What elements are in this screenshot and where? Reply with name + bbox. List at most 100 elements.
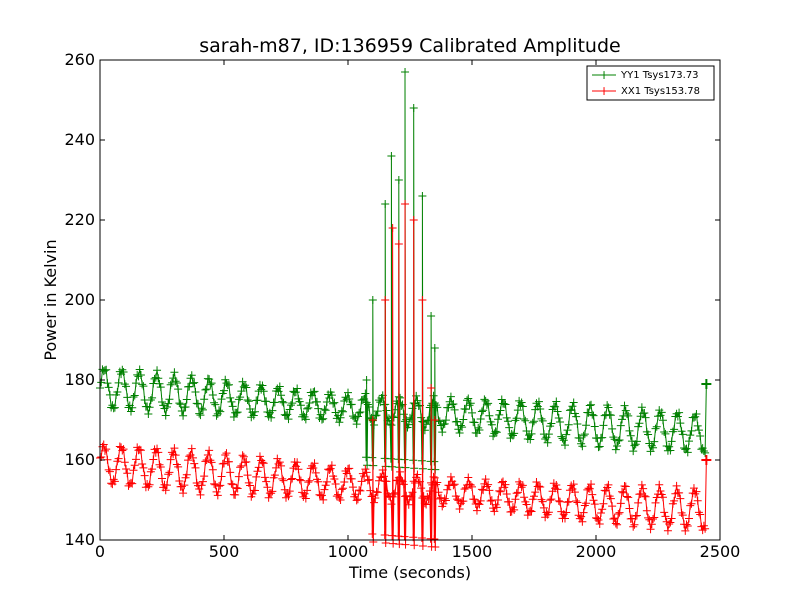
data-point [417,484,426,493]
data-point [387,152,396,160]
data-point [370,421,379,430]
data-point [629,447,638,456]
data-point [357,477,366,486]
data-point [620,401,629,410]
data-point [259,387,268,396]
data-point [520,414,529,423]
data-point [391,488,400,497]
data-point [429,472,438,481]
data-point [661,429,670,438]
data-point [568,402,577,411]
data-point [363,476,372,485]
legend-marker-xx1: + [599,84,609,98]
data-point [336,413,345,422]
data-point [179,489,188,498]
data-point [316,410,325,419]
data-point [205,446,214,455]
data-point [304,403,313,412]
data-point [696,431,705,440]
data-point [556,417,565,426]
data-point [501,480,510,489]
data-point [301,494,310,503]
data-point [526,435,535,444]
data-point [481,475,490,484]
data-point [407,492,416,501]
data-point [526,506,535,515]
data-point [556,497,565,506]
data-point [536,482,545,491]
data-point [396,393,405,402]
data-point [288,399,297,408]
data-point [293,384,302,393]
data-point [286,401,295,410]
data-point [418,494,427,503]
data-point [179,411,188,420]
data-point [144,410,153,419]
data-point [263,483,272,492]
data-point [207,458,216,467]
data-point [227,479,236,488]
data-point [500,399,509,408]
data-point [285,487,294,496]
data-point [573,419,582,428]
data-point [135,365,144,374]
data-point [305,476,314,485]
data-point [262,477,271,486]
data-point [206,380,215,389]
data-point [530,417,538,426]
data-point [299,410,308,419]
data-point [494,496,503,505]
data-point [309,463,318,472]
data-point [518,402,527,411]
data-point [615,436,624,445]
x-tick-label: 2500 [700,542,741,561]
data-point [330,398,339,407]
data-point [606,411,615,420]
data-point [598,505,607,514]
data-point [401,68,410,76]
end-segment [704,459,707,529]
data-point [326,464,335,473]
data-point [249,411,258,420]
data-point [213,491,222,500]
data-point [482,400,491,409]
data-point [580,430,589,439]
data-point [587,400,596,409]
y-tick-label: 240 [64,130,95,149]
data-point [513,406,522,415]
data-point [153,444,162,453]
data-point [170,368,179,377]
x-tick-label: 500 [209,542,240,561]
data-point [361,389,370,398]
data-point [339,484,348,493]
data-point [406,413,414,422]
data-point [329,399,338,408]
data-point [187,444,196,453]
data-point [693,421,702,430]
data-point [345,464,354,473]
data-point [610,514,619,523]
data-point [387,500,396,509]
data-point [198,405,207,414]
data-point [380,531,389,539]
y-tick-label: 180 [64,370,95,389]
data-point [331,479,340,488]
data-point [501,400,510,409]
data-point [579,508,588,517]
data-point [511,495,520,504]
data-point [238,451,247,460]
data-point [319,414,328,423]
data-point [518,481,527,490]
data-point [309,388,318,397]
data-point [614,509,623,518]
data-point [320,485,329,494]
data-point [317,415,326,424]
data-point [293,458,302,467]
data-point [122,382,131,391]
data-point [127,478,135,487]
data-point [146,396,155,405]
data-point [510,505,519,514]
data-point [131,455,140,464]
data-point [450,405,459,414]
data-point [202,385,211,394]
